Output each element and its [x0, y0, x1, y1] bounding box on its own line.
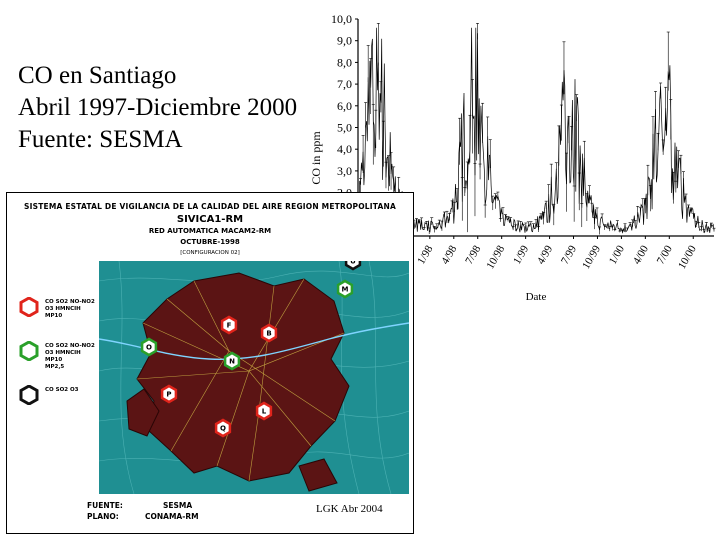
map-header-line-3: RED AUTOMATICA MACAM2-RM: [148, 227, 272, 235]
title-line-2: Abril 1997-Diciembre 2000: [18, 94, 298, 121]
station-marker: Q: [214, 418, 232, 438]
legend-text-red: CO SO2 NO-NO2 O3 HMNCIH MP10: [45, 299, 95, 319]
y-tick-label: 6,0: [337, 99, 352, 113]
station-marker: L: [255, 401, 273, 421]
station-label: O: [146, 344, 152, 352]
x-tick-label: 1/98: [415, 243, 435, 266]
legend-text-black: CO SO2 O3: [45, 387, 79, 393]
station-marker: B: [260, 323, 278, 343]
plan-value: CONAMA-RM: [145, 512, 199, 521]
legend-item-green: CO SO2 NO-NO2 O3 HMNCIH MP10 MP2,5: [15, 337, 99, 381]
y-tick-label: 9,0: [337, 34, 352, 48]
slide-title: CO en Santiago Abril 1997-Diciembre 2000…: [18, 60, 297, 156]
y-axis-label: CO in ppm: [309, 131, 323, 185]
title-line-1: CO en Santiago: [18, 62, 177, 89]
y-tick-label: 3,0: [337, 164, 352, 178]
x-tick-label: 7/98: [463, 243, 483, 266]
station-label: L: [262, 408, 267, 416]
santiago-map-graphic: M O N P B F L Q U: [99, 261, 409, 494]
station-marker: O: [140, 337, 158, 357]
green-hexagon-icon: [19, 341, 39, 361]
y-tick-label: 4,0: [337, 142, 352, 156]
station-label: F: [227, 322, 232, 330]
station-label: M: [342, 286, 349, 294]
plan-label: PLANO:: [87, 512, 119, 521]
map-header-line-5: [CONFIGURACION 02]: [180, 250, 240, 256]
y-tick-label: 7,0: [337, 77, 352, 91]
x-tick-label: 7/99: [559, 243, 579, 266]
urban-area: [136, 272, 350, 482]
y-tick-label: 10,0: [331, 12, 352, 26]
station-marker: U: [344, 261, 362, 271]
x-tick-label: 4/98: [439, 243, 459, 266]
title-line-3: Fuente: SESMA: [18, 126, 183, 153]
chart-series: [356, 23, 716, 235]
legend-item-black: CO SO2 O3: [15, 381, 99, 425]
x-tick-label: 10/98: [484, 243, 507, 271]
watermark: LGK Abr 2004: [316, 503, 383, 515]
station-label: U: [350, 261, 356, 266]
monitoring-network-map: SISTEMA ESTATAL DE VIGILANCIA DE LA CALI…: [6, 192, 414, 534]
legend-item-red: CO SO2 NO-NO2 O3 HMNCIH MP10: [15, 293, 99, 337]
station-marker: P: [160, 384, 178, 404]
station-label: Q: [220, 425, 226, 433]
legend-text-green: CO SO2 NO-NO2 O3 HMNCIH MP10 MP2,5: [45, 343, 95, 370]
map-header-line-4: OCTUBRE-1998: [180, 238, 240, 246]
map-legend: CO SO2 NO-NO2 O3 HMNCIH MP10 CO SO2 NO-N…: [15, 293, 99, 425]
source-label: FUENTE:: [87, 501, 123, 510]
map-header-line-1: SISTEMA ESTATAL DE VIGILANCIA DE LA CALI…: [24, 202, 396, 211]
x-tick-label: 7/00: [655, 243, 675, 266]
x-tick-label: 10/00: [676, 243, 699, 271]
black-hexagon-icon: [19, 385, 39, 405]
monitoring-stations: M O N P B F L Q U: [140, 261, 362, 438]
station-marker: M: [336, 279, 354, 299]
y-tick-label: 8,0: [337, 55, 352, 69]
santiago-map: M O N P B F L Q U: [99, 261, 409, 494]
station-label: B: [266, 330, 271, 338]
map-header-line-2: SIVICA1-RM: [176, 214, 244, 225]
x-tick-label: 1/00: [607, 243, 627, 266]
y-tick-label: 5,0: [337, 121, 352, 135]
x-tick-label: 4/99: [535, 243, 555, 266]
urban-annex: [126, 388, 338, 492]
x-axis-label: Date: [526, 291, 547, 303]
map-footer: FUENTE: SESMA PLANO: CONAMA-RM: [7, 497, 413, 533]
station-marker: N: [223, 351, 241, 371]
x-tick-label: 4/00: [631, 243, 651, 266]
station-label: N: [229, 358, 235, 366]
station-marker: F: [220, 315, 238, 335]
co-series-line: [357, 27, 715, 234]
x-tick-label: 1/99: [511, 243, 531, 266]
station-label: P: [166, 391, 171, 399]
red-hexagon-icon: [19, 297, 39, 317]
x-tick-label: 10/99: [580, 243, 603, 271]
source-value: SESMA: [163, 501, 193, 510]
